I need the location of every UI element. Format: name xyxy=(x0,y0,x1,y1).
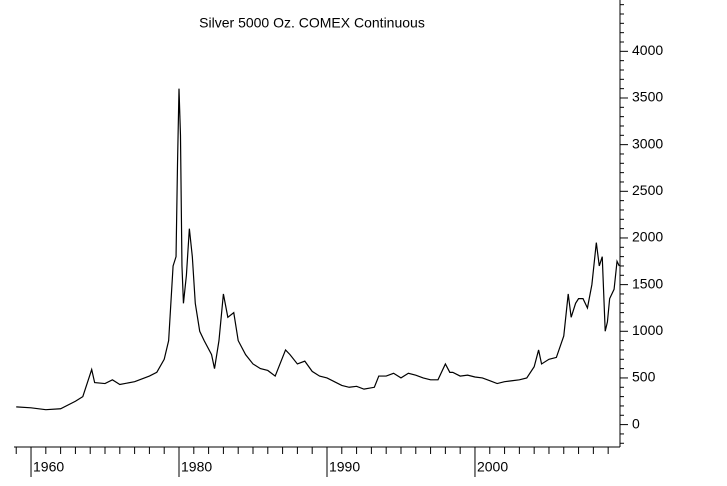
y-tick-label: 0 xyxy=(632,415,640,431)
y-tick-label: 1000 xyxy=(632,322,663,338)
y-tick-label: 2500 xyxy=(632,182,663,198)
y-tick-label: 4000 xyxy=(632,42,663,58)
y-tick-label: 3000 xyxy=(632,135,663,151)
y-tick-label: 500 xyxy=(632,369,656,385)
chart-title: Silver 5000 Oz. COMEX Continuous xyxy=(199,15,425,31)
y-tick-label: 3500 xyxy=(632,89,663,105)
x-tick-label: 1960 xyxy=(33,459,64,475)
y-tick-label: 1500 xyxy=(632,275,663,291)
x-tick-label: 1980 xyxy=(181,459,212,475)
y-tick-label: 2000 xyxy=(632,229,663,245)
x-tick-label: 2000 xyxy=(477,459,508,475)
x-tick-label: 1990 xyxy=(329,459,360,475)
price-line xyxy=(16,88,620,411)
